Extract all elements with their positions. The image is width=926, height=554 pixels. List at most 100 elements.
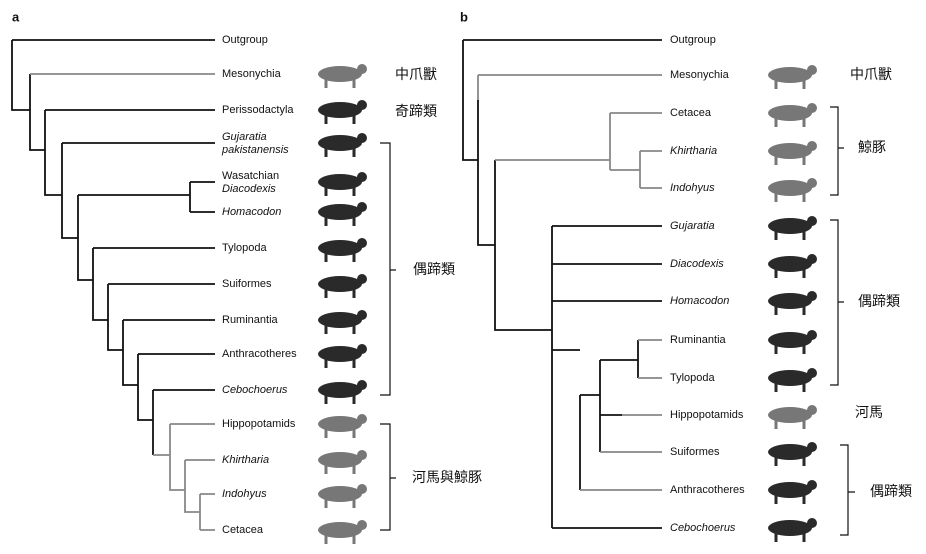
taxon-label: Diacodexis — [222, 183, 276, 195]
animal-legs — [774, 383, 806, 392]
animal-legs — [774, 269, 806, 278]
animal-legs — [324, 79, 356, 88]
taxon-label: Indohyus — [670, 182, 715, 194]
animal-silhouette — [768, 180, 812, 196]
animal-legs — [324, 429, 356, 438]
animal-legs — [324, 359, 356, 368]
animal-legs — [324, 535, 356, 544]
animal-legs — [324, 253, 356, 262]
animal-silhouette — [318, 312, 362, 328]
taxon-label: Ruminantia — [670, 334, 727, 346]
animal-legs — [774, 420, 806, 429]
animal-silhouette — [318, 416, 362, 432]
animal-head — [807, 480, 817, 490]
animal-silhouette — [768, 67, 812, 83]
animal-head — [357, 100, 367, 110]
animal-silhouette — [768, 444, 812, 460]
animal-legs — [774, 118, 806, 127]
animal-legs — [774, 231, 806, 240]
animal-silhouette — [318, 346, 362, 362]
animal-head — [357, 380, 367, 390]
animal-silhouette — [768, 293, 812, 309]
taxon-label: Perissodactyla — [222, 104, 294, 116]
taxon-label: Anthracotheres — [670, 484, 745, 496]
animal-head — [357, 344, 367, 354]
animal-legs — [324, 289, 356, 298]
animal-head — [357, 64, 367, 74]
taxon-label: Indohyus — [222, 488, 267, 500]
taxon-label: Gujaratia — [670, 220, 715, 232]
group-label: 偶蹄類 — [858, 293, 900, 310]
animal-legs — [324, 395, 356, 404]
group-label: 中爪獸 — [395, 67, 437, 83]
group-label: 偶蹄類 — [870, 483, 912, 500]
animal-silhouette — [768, 370, 812, 386]
animal-legs — [324, 465, 356, 474]
animal-head — [807, 405, 817, 415]
animal-head — [357, 450, 367, 460]
taxon-label: Mesonychia — [222, 68, 282, 80]
animal-head — [807, 330, 817, 340]
taxon-label: Tylopoda — [222, 242, 268, 254]
taxon-label: Cebochoerus — [222, 384, 288, 396]
taxon-label: Gujaratia — [222, 131, 267, 143]
animal-silhouette — [318, 522, 362, 538]
group-label: 中爪獸 — [850, 67, 892, 83]
animal-head — [357, 310, 367, 320]
taxon-label: Homacodon — [222, 206, 281, 218]
animal-silhouette — [318, 66, 362, 82]
animal-silhouette — [318, 102, 362, 118]
animal-silhouette — [768, 256, 812, 272]
animal-legs — [774, 193, 806, 202]
animal-head — [357, 484, 367, 494]
animal-silhouette — [768, 482, 812, 498]
animal-head — [357, 238, 367, 248]
animal-head — [357, 133, 367, 143]
animal-head — [807, 178, 817, 188]
animal-head — [807, 254, 817, 264]
animal-silhouette — [318, 204, 362, 220]
taxon-label: Hippopotamids — [222, 418, 296, 430]
animal-silhouette — [318, 452, 362, 468]
animal-head — [357, 520, 367, 530]
animal-head — [807, 65, 817, 75]
taxon-label: Diacodexis — [670, 258, 724, 270]
animal-legs — [774, 306, 806, 315]
panel-label: a — [12, 9, 20, 24]
animal-legs — [774, 495, 806, 504]
animal-head — [807, 103, 817, 113]
animal-head — [807, 141, 817, 151]
animal-head — [357, 202, 367, 212]
taxon-label: Outgroup — [670, 34, 716, 46]
animal-head — [357, 414, 367, 424]
animal-silhouette — [768, 332, 812, 348]
group-label: 鯨豚 — [858, 140, 886, 156]
taxon-label: Cebochoerus — [670, 522, 736, 534]
animal-head — [807, 518, 817, 528]
animal-legs — [324, 115, 356, 124]
silhouettes — [318, 64, 817, 544]
taxon-label: Cetacea — [222, 524, 264, 536]
taxon-label: Outgroup — [222, 34, 268, 46]
taxon-label: Mesonychia — [670, 69, 730, 81]
taxon-label: pakistanensis — [221, 144, 289, 156]
animal-head — [807, 368, 817, 378]
animal-head — [807, 442, 817, 452]
animal-legs — [324, 187, 356, 196]
animal-silhouette — [768, 520, 812, 536]
taxon-label: Suiformes — [222, 278, 272, 290]
animal-silhouette — [768, 407, 812, 423]
taxon-label: Ruminantia — [222, 314, 279, 326]
animal-silhouette — [768, 105, 812, 121]
animal-legs — [774, 457, 806, 466]
taxon-label: Tylopoda — [670, 372, 716, 384]
group-label: 偶蹄類 — [413, 261, 455, 278]
group-label: 河馬與鯨豚 — [412, 470, 482, 486]
taxon-label: Homacodon — [670, 295, 729, 307]
taxon-label: Khirtharia — [222, 454, 269, 466]
animal-legs — [324, 148, 356, 157]
taxon-label: Hippopotamids — [670, 409, 744, 421]
animal-silhouette — [318, 240, 362, 256]
animal-legs — [774, 345, 806, 354]
animal-legs — [774, 533, 806, 542]
